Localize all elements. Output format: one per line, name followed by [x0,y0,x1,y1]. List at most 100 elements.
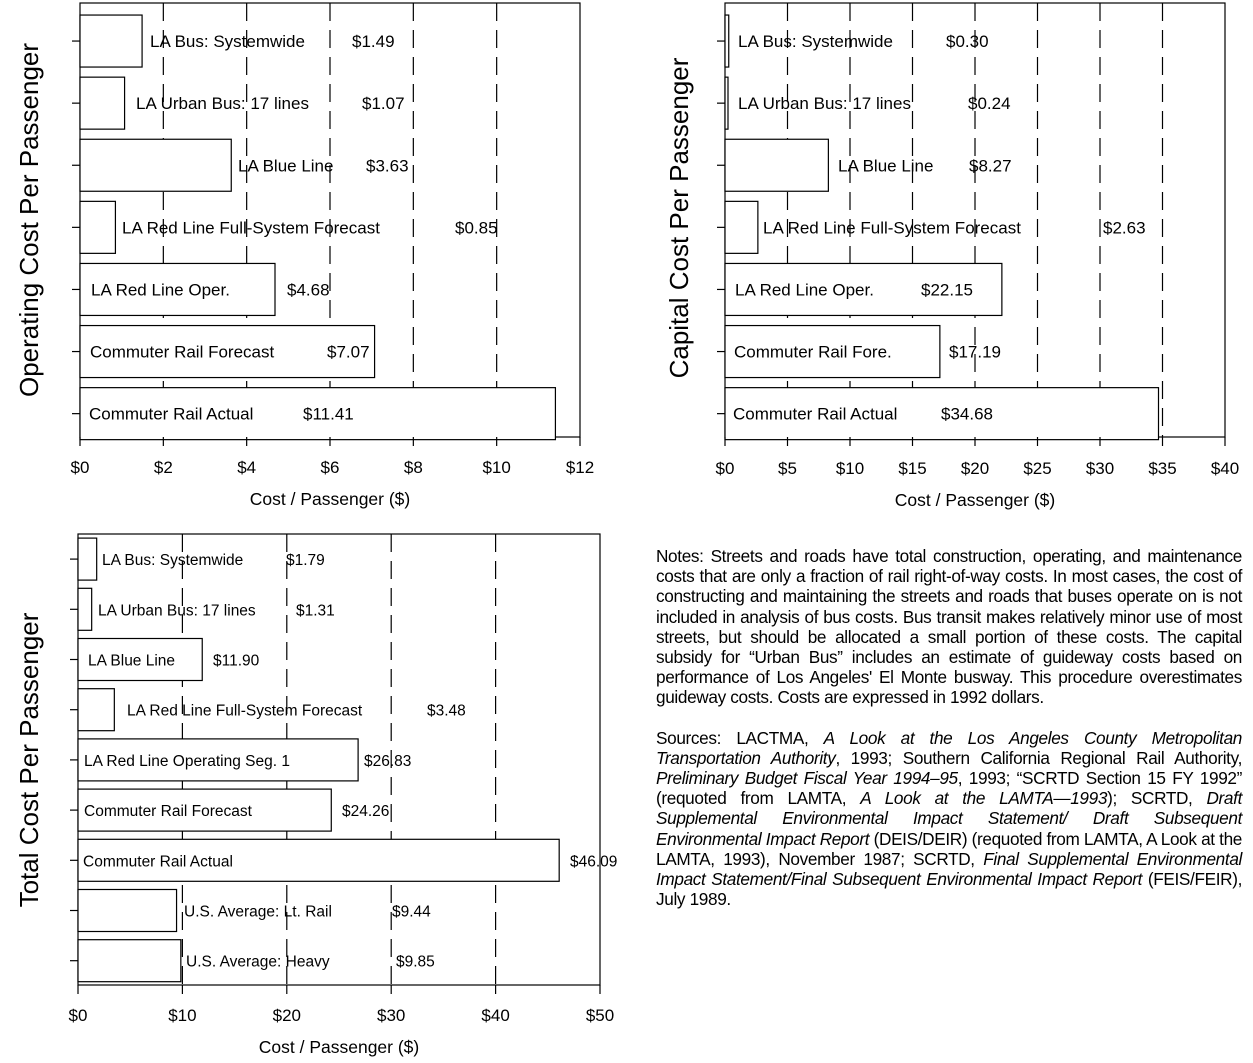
y-axis-label: Capital Cost Per Passenger [664,57,694,378]
x-tick-label: $40 [481,1006,509,1025]
bar-value-label: $9.44 [392,904,431,921]
bar-label: LA Blue Line [238,156,333,175]
bar-value-label: $1.49 [352,32,395,51]
bar-value-label: $7.07 [327,343,370,362]
bar-label: Commuter Rail Actual [89,405,253,424]
bar-label: LA Red Line Full-System Forecast [122,218,380,237]
bar-value-label: $22.15 [921,280,973,299]
source-text: , 1993; Southern California Regional Rai… [835,747,1242,768]
bar-label: LA Bus: Systemwide [102,552,243,569]
bar-value-label: $1.31 [296,602,335,619]
bar-label: LA Urban Bus: 17 lines [98,602,256,619]
bar-label: LA Urban Bus: 17 lines [136,94,309,113]
chart-1: LA Bus: Systemwide $1.49 LA Urban Bus: 17 … [14,2,594,509]
bar-value-label: $9.85 [396,954,435,971]
bar-value-label: $11.90 [213,653,260,670]
bar-value-label: $1.07 [362,94,405,113]
bar [77,688,115,732]
bar [77,738,359,782]
bar-label: Commuter Rail Fore. [734,343,892,362]
bar-value-label: $0.85 [455,218,498,237]
x-tick-label: $4 [237,458,256,477]
source-title: Draft Supplemental Environmental Impact … [656,788,1242,849]
source-text: , 1993; “SCRTD Section 15 FY 1992” (requ… [656,768,1242,809]
x-axis-label: Cost / Passenger ($) [250,489,410,509]
bar [79,138,232,192]
bar [724,14,730,68]
source-text: Sources: LACTMA, [656,727,824,748]
source-text: ); SCRTD, [1107,788,1207,809]
x-tick-label: $35 [1148,459,1176,478]
source-title: Final Supplemental Environmental Impact … [656,848,1242,890]
bar-value-label: $17.19 [949,343,1001,362]
bar-value-label: $2.63 [1103,218,1146,237]
bar [77,788,332,832]
x-tick-label: $50 [586,1006,614,1025]
bar-label: LA Bus: Systemwide [150,32,305,51]
bar [79,262,276,317]
bar-label: LA Red Line Oper. [735,280,874,299]
bar-value-label: $3.48 [427,703,466,720]
notes-text: Notes: Streets and roads have total cons… [656,546,1242,708]
x-tick-label: $0 [716,459,735,478]
x-tick-label: $2 [154,458,173,477]
x-tick-label: $0 [71,458,90,477]
bar [724,262,1003,317]
bar [79,14,143,68]
bar-label: LA Blue Line [88,653,175,670]
bar-label: LA Red Line Oper. [91,280,230,299]
source-text: (DEIS/DEIR) (requoted from LAMTA, A Look… [656,828,1242,869]
source-title: Preliminary Budget Fiscal Year 1994–95 [656,768,958,789]
bar-value-label: $3.63 [366,156,409,175]
bar-value-label: $0.30 [946,32,989,51]
bar-label: LA Urban Bus: 17 lines [738,94,911,113]
x-tick-label: $6 [321,458,340,477]
bar [77,838,560,882]
source-text: (FEIS/FEIR), July 1989. [656,869,1242,910]
bar [724,76,729,130]
x-tick-label: $10 [168,1006,196,1025]
notes-panel: Notes: Streets and roads have total cons… [656,546,1242,929]
bar [724,324,941,379]
bar [79,200,117,254]
x-axis-label: Cost / Passenger ($) [259,1037,419,1057]
x-tick-label: $25 [1023,459,1051,478]
x-tick-label: $40 [1211,459,1239,478]
bar-label: Commuter Rail Actual [83,853,233,870]
bar [77,637,203,682]
chart-2: LA Bus: Systemwide $0.30 LA Urban Bus: 17 … [664,2,1239,510]
x-axis-label: Cost / Passenger ($) [895,490,1055,510]
x-tick-label: $15 [898,459,926,478]
bar-value-label: $11.41 [303,405,354,424]
y-axis-label: Total Cost Per Passenger [14,612,44,907]
bar [724,387,1160,441]
x-tick-label: $10 [836,459,864,478]
bar [77,537,98,581]
bar [79,387,557,441]
bar-label: Commuter Rail Forecast [84,803,253,820]
x-tick-label: $30 [377,1006,405,1025]
bar [79,324,376,379]
bar-value-label: $34.68 [941,405,993,424]
x-tick-label: $12 [566,458,594,477]
bar [77,587,93,631]
bar-value-label: $26.83 [364,753,411,770]
bar-label: LA Blue Line [838,156,933,175]
x-tick-label: $10 [482,458,510,477]
bar-label: Commuter Rail Actual [733,405,897,424]
x-tick-label: $30 [1086,459,1114,478]
bar [79,76,126,130]
bar-label: LA Red Line Operating Seg. 1 [84,753,290,770]
bar [724,138,829,192]
bar-label: LA Red Line Full-System Forecast [763,218,1021,237]
sources-text: Sources: LACTMA, A Look at the Los Angel… [656,728,1242,910]
bar-value-label: $46.09 [570,853,617,870]
bar-label: U.S. Average: Heavy [186,954,330,971]
source-title: A Look at the LAMTA—1993 [860,788,1108,809]
chart-3: LA Bus: Systemwide $1.79 LA Urban Bus: 17 … [14,533,617,1057]
bar-value-label: $24.26 [342,803,389,820]
bar-value-label: $0.24 [968,94,1011,113]
x-tick-label: $5 [778,459,797,478]
bar-label: U.S. Average: Lt. Rail [184,904,332,921]
x-tick-label: $8 [404,458,423,477]
